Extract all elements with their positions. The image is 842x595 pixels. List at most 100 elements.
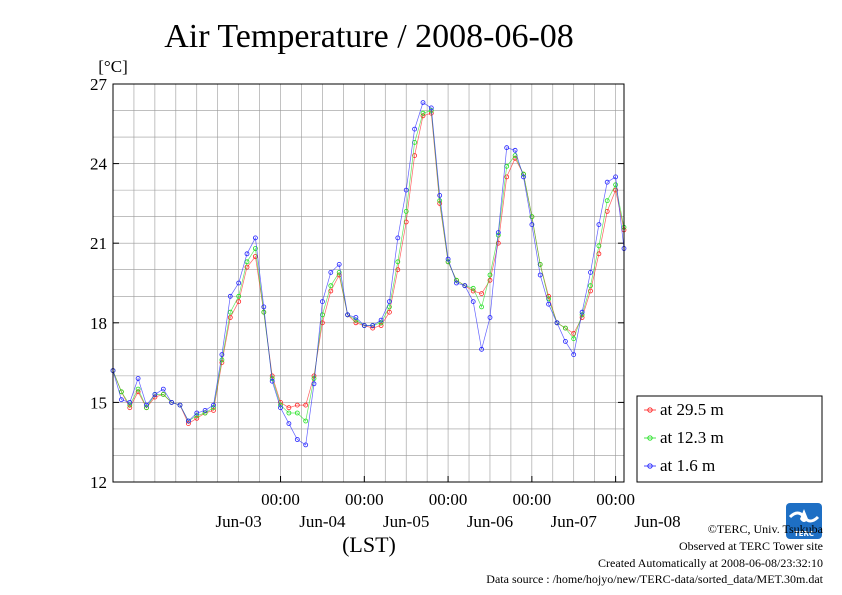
- data-point: [311, 381, 317, 387]
- legend-box: [636, 395, 823, 483]
- data-point: [445, 256, 451, 262]
- legend-swatch-marker: [647, 463, 653, 469]
- legend-label: at 1.6 m: [660, 456, 715, 475]
- x-tick-label: 00:00: [345, 490, 384, 509]
- data-point: [294, 437, 300, 442]
- data-point: [328, 288, 334, 294]
- logo-text: TERC: [794, 530, 814, 538]
- data-point: [370, 325, 376, 331]
- data-point: [604, 179, 610, 185]
- data-point: [487, 277, 493, 283]
- data-point: [613, 187, 618, 193]
- data-point: [294, 410, 300, 416]
- data-point: [278, 405, 283, 411]
- data-point: [437, 198, 443, 204]
- data-point: [211, 402, 216, 408]
- chart-title: Air Temperature / 2008-06-08: [164, 18, 574, 55]
- data-point: [563, 325, 568, 331]
- x-tick-label: 00:00: [429, 490, 468, 509]
- data-point: [286, 410, 292, 416]
- data-point: [378, 323, 384, 328]
- data-point: [521, 174, 526, 180]
- data-point: [261, 304, 267, 310]
- y-tick-label: 12: [90, 473, 107, 492]
- data-point: [412, 126, 418, 132]
- data-point: [512, 147, 518, 153]
- created-text: Created Automatically at 2008-06-08/23:3…: [598, 556, 823, 570]
- y-tick-label: 15: [90, 393, 107, 412]
- x-day-label: Jun-07: [551, 512, 598, 531]
- data-point: [202, 407, 208, 413]
- x-day-label: Jun-06: [467, 512, 513, 531]
- data-point: [345, 312, 351, 318]
- data-point: [378, 320, 384, 326]
- data-point: [395, 267, 401, 273]
- data-point: [588, 288, 593, 294]
- y-axis: 12 15 18 21 24 27: [90, 75, 624, 492]
- data-point: [244, 251, 250, 257]
- data-point: [470, 285, 476, 291]
- data-point: [487, 272, 493, 278]
- data-point: [353, 320, 359, 326]
- data-point: [479, 291, 485, 297]
- data-point: [160, 391, 166, 397]
- data-point: [613, 174, 618, 180]
- data-point: [328, 283, 334, 289]
- data-point: [185, 421, 191, 427]
- data-point: [252, 235, 258, 241]
- data-point: [437, 192, 443, 198]
- data-point: [194, 415, 200, 421]
- data-point: [127, 399, 133, 405]
- data-point: [194, 410, 200, 416]
- data-point: [119, 397, 124, 403]
- data-point: [395, 259, 401, 265]
- data-point: [378, 317, 384, 323]
- data-point: [211, 407, 216, 413]
- data-point: [487, 315, 493, 320]
- data-point: [596, 243, 602, 249]
- data-point: [236, 293, 242, 299]
- data-point: [454, 280, 459, 286]
- data-point: [336, 269, 342, 275]
- data-point: [529, 222, 535, 228]
- copyright-text: ©TERC, Univ. Tsukuba: [707, 522, 823, 536]
- data-point: [529, 214, 535, 220]
- data-point: [546, 296, 551, 302]
- series-at-1-6-m: [110, 100, 627, 448]
- data-point: [420, 100, 426, 105]
- data-point: [227, 315, 233, 320]
- data-point: [613, 182, 618, 188]
- data-point: [202, 410, 208, 416]
- data-point: [211, 405, 216, 411]
- plot-area: [110, 100, 627, 448]
- y-unit-label: [°C]: [98, 57, 127, 76]
- data-point: [386, 309, 392, 315]
- legend-swatch-marker: [647, 407, 653, 413]
- data-point: [319, 312, 325, 318]
- data-point: [144, 405, 149, 411]
- data-point: [462, 283, 468, 289]
- data-point: [353, 315, 359, 320]
- data-point: [470, 299, 476, 305]
- x-axis-label: (LST): [342, 532, 396, 557]
- data-point: [144, 402, 149, 408]
- data-point: [588, 283, 593, 289]
- data-point: [177, 402, 183, 408]
- data-point: [286, 405, 292, 411]
- data-point: [604, 198, 610, 204]
- data-point: [571, 352, 577, 358]
- data-point: [194, 413, 200, 419]
- series-line: [112, 102, 625, 446]
- x-day-label: Jun-08: [634, 512, 680, 531]
- series-line: [112, 112, 625, 425]
- data-point: [495, 230, 501, 236]
- data-point: [219, 352, 225, 358]
- data-point: [479, 346, 485, 352]
- data-point: [160, 386, 166, 392]
- grid: [113, 84, 624, 482]
- data-point: [328, 269, 334, 275]
- y-tick-label: 27: [90, 75, 108, 94]
- y-tick-label: 21: [90, 234, 107, 253]
- series-at-29-5-m: [110, 110, 627, 427]
- data-point: [403, 187, 409, 193]
